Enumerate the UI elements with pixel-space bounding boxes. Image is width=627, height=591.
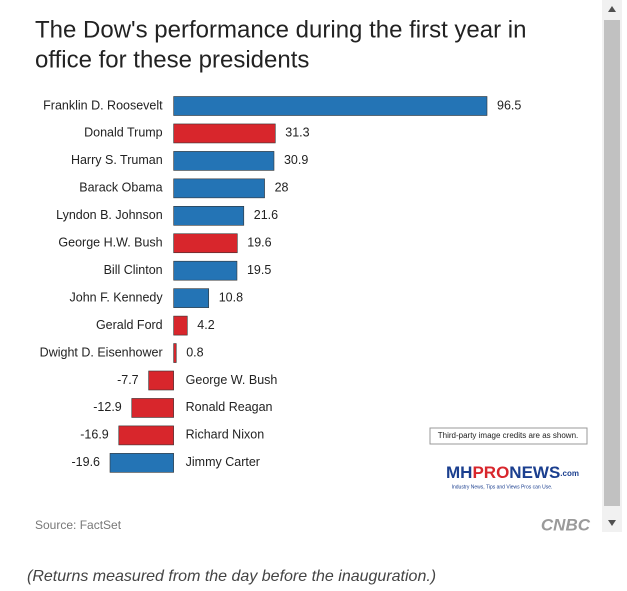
credit-box — [429, 427, 588, 445]
bar — [173, 178, 265, 199]
value-label: 4.2 — [197, 318, 214, 332]
logo-part: .com — [560, 469, 579, 478]
scroll-up[interactable] — [608, 6, 616, 12]
category-label: Lyndon B. Johnson — [56, 208, 163, 222]
value-label: -12.9 — [93, 400, 122, 414]
value-label: 31.3 — [285, 126, 309, 140]
value-label: 10.8 — [219, 290, 243, 304]
value-label: -19.6 — [72, 455, 101, 469]
category-label: Gerald Ford — [96, 318, 163, 332]
logo-part: PRO — [472, 463, 509, 482]
category-label: Dwight D. Eisenhower — [40, 345, 163, 359]
bar — [173, 123, 276, 144]
category-label: Barack Obama — [79, 181, 162, 195]
category-label: John F. Kennedy — [70, 290, 164, 304]
footnote: (Returns measured from the day before th… — [27, 568, 436, 585]
category-label: Franklin D. Roosevelt — [43, 98, 163, 112]
value-label: -7.7 — [117, 373, 139, 387]
category-label: Ronald Reagan — [186, 400, 273, 414]
credit-text: Third-party image credits are as shown. — [438, 431, 579, 440]
bar — [173, 288, 210, 308]
bar — [173, 343, 177, 363]
category-label: George H.W. Bush — [58, 236, 162, 250]
bar — [109, 453, 174, 473]
category-label: Harry S. Truman — [71, 153, 163, 167]
scroll-down[interactable] — [608, 520, 616, 526]
bar — [118, 425, 174, 446]
value-label: 28 — [275, 181, 289, 195]
bar — [173, 260, 238, 281]
category-label: George W. Bush — [186, 373, 278, 387]
value-label: 19.6 — [247, 236, 271, 250]
category-label: Donald Trump — [84, 126, 163, 140]
category-label: Richard Nixon — [186, 428, 265, 442]
value-label: 21.6 — [254, 208, 278, 222]
source: Source: FactSet — [35, 518, 122, 532]
value-label: 30.9 — [284, 153, 308, 167]
category-label: Jimmy Carter — [186, 455, 260, 469]
bar — [173, 151, 275, 171]
logo-part: NEWS — [509, 463, 560, 482]
bar — [173, 315, 188, 336]
value-label: 96.5 — [497, 98, 521, 112]
logo-tagline: Industry News, Tips and Views Pros can U… — [452, 484, 553, 490]
category-label: Bill Clinton — [104, 263, 163, 277]
logo-part: MH — [446, 463, 472, 482]
bar — [173, 233, 238, 254]
bar — [173, 96, 488, 116]
bar — [131, 398, 174, 418]
chart-title: office for these presidents — [35, 46, 309, 73]
bar — [148, 370, 174, 391]
scrollbar-thumb[interactable] — [604, 20, 620, 506]
logo-text: MHPRONEWS.com — [446, 463, 579, 482]
value-label: 0.8 — [186, 345, 203, 359]
chart-title: The Dow's performance during the first y… — [35, 16, 526, 43]
value-label: -16.9 — [80, 428, 109, 442]
value-label: 19.5 — [247, 263, 271, 277]
bar — [173, 206, 245, 226]
brand-logo: CNBC — [541, 515, 591, 534]
